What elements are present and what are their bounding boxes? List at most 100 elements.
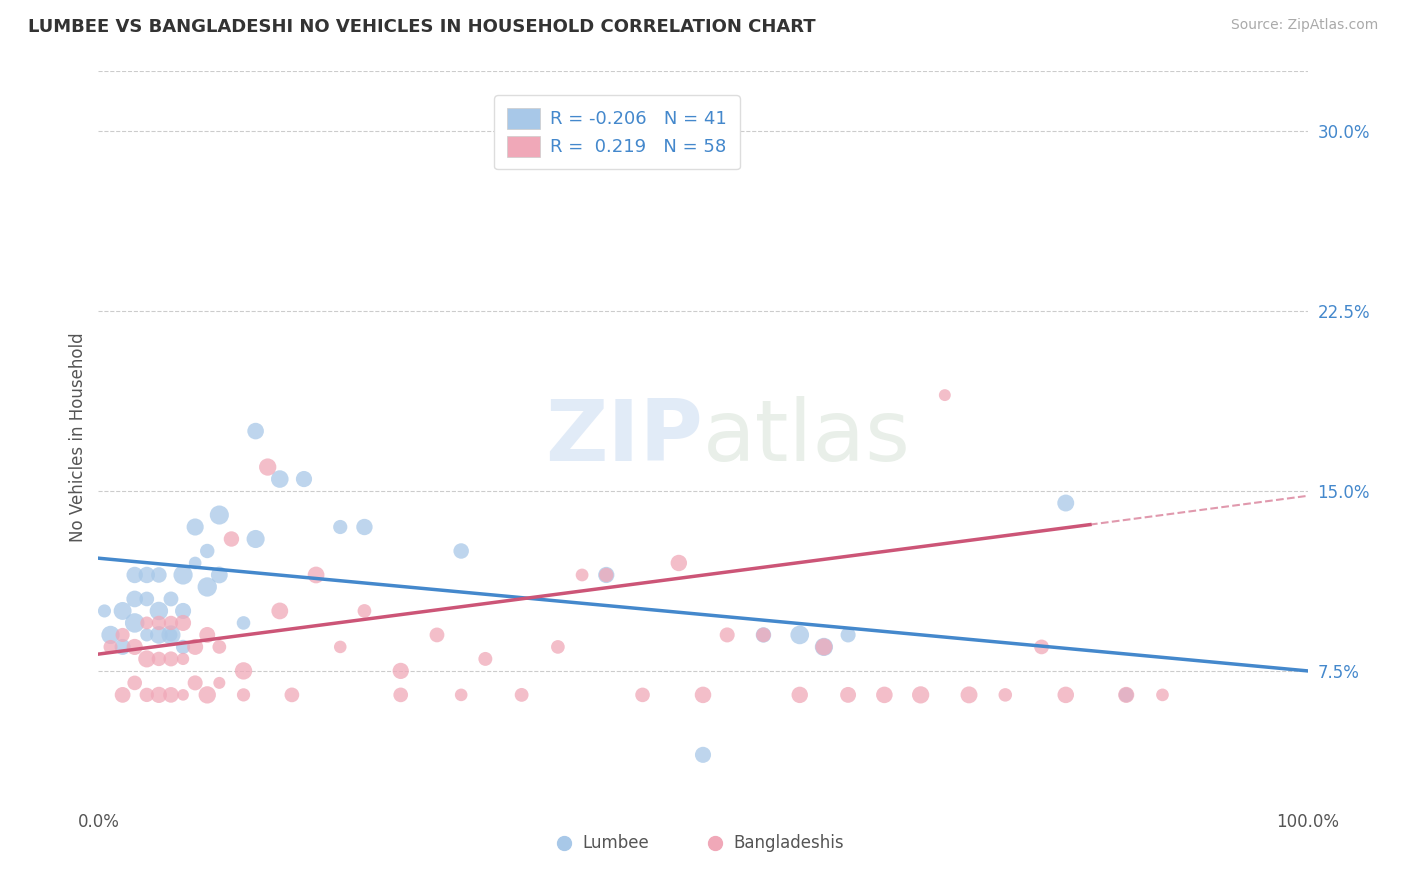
Point — [135, 568, 157, 582]
Text: atlas: atlas — [703, 395, 911, 479]
Point — [124, 591, 146, 606]
Point — [450, 688, 472, 702]
Point — [353, 604, 375, 618]
Point — [208, 508, 231, 522]
Point — [195, 688, 218, 702]
Point — [547, 640, 569, 654]
Point — [172, 604, 194, 618]
Point — [232, 664, 254, 678]
Y-axis label: No Vehicles in Household: No Vehicles in Household — [69, 332, 87, 542]
Point — [124, 676, 146, 690]
Point — [232, 615, 254, 630]
Point — [208, 568, 231, 582]
Point — [148, 688, 170, 702]
Point — [813, 640, 835, 654]
Point — [789, 628, 811, 642]
Point — [450, 544, 472, 558]
Point — [752, 628, 775, 642]
Point — [752, 628, 775, 642]
Point — [184, 520, 207, 534]
Point — [172, 568, 194, 582]
Point — [910, 688, 932, 702]
Point — [124, 615, 146, 630]
Point — [124, 640, 146, 654]
Point — [232, 688, 254, 702]
Point — [124, 568, 146, 582]
Point — [111, 628, 134, 642]
Point — [789, 688, 811, 702]
Point — [837, 628, 859, 642]
Point — [595, 568, 617, 582]
Point — [184, 640, 207, 654]
Point — [692, 747, 714, 762]
Point — [426, 628, 449, 642]
Text: Source: ZipAtlas.com: Source: ZipAtlas.com — [1230, 18, 1378, 32]
Point — [100, 640, 122, 654]
Point — [389, 664, 412, 678]
Point — [135, 615, 157, 630]
Text: Bangladeshis: Bangladeshis — [734, 834, 844, 852]
Point — [994, 688, 1017, 702]
Point — [172, 640, 194, 654]
Point — [100, 628, 122, 642]
Point — [281, 688, 304, 702]
Text: Lumbee: Lumbee — [582, 834, 648, 852]
Point — [111, 688, 134, 702]
Point — [160, 628, 183, 642]
Point — [692, 688, 714, 702]
Point — [292, 472, 315, 486]
Point — [93, 604, 115, 618]
Point — [329, 520, 352, 534]
Point — [135, 628, 157, 642]
Point — [329, 640, 352, 654]
Point — [148, 604, 170, 618]
Point — [245, 424, 267, 438]
Point — [1152, 688, 1174, 702]
Point — [195, 544, 218, 558]
Point — [269, 604, 291, 618]
Point — [1054, 496, 1077, 510]
Point — [160, 628, 183, 642]
Point — [111, 604, 134, 618]
Point — [245, 532, 267, 546]
Point — [172, 688, 194, 702]
Point — [195, 580, 218, 594]
Point — [668, 556, 690, 570]
Point — [1115, 688, 1137, 702]
Point — [208, 640, 231, 654]
Point — [837, 688, 859, 702]
Point — [111, 640, 134, 654]
Point — [813, 640, 835, 654]
Point — [389, 688, 412, 702]
Point — [208, 676, 231, 690]
Point — [957, 688, 980, 702]
Point — [221, 532, 243, 546]
Point — [353, 520, 375, 534]
Point — [148, 615, 170, 630]
Point — [631, 688, 654, 702]
Point — [256, 460, 278, 475]
Point — [1031, 640, 1053, 654]
Point — [172, 615, 194, 630]
Point — [184, 556, 207, 570]
Point — [160, 615, 183, 630]
Point — [1054, 688, 1077, 702]
Point — [160, 591, 183, 606]
Point — [269, 472, 291, 486]
Point — [148, 652, 170, 666]
Point — [160, 652, 183, 666]
Point — [160, 688, 183, 702]
Point — [873, 688, 896, 702]
Point — [184, 676, 207, 690]
Legend: R = -0.206   N = 41, R =  0.219   N = 58: R = -0.206 N = 41, R = 0.219 N = 58 — [495, 95, 740, 169]
Point — [1115, 688, 1137, 702]
Text: ZIP: ZIP — [546, 395, 703, 479]
Point — [510, 688, 533, 702]
Point — [135, 652, 157, 666]
Point — [934, 388, 956, 402]
Point — [474, 652, 496, 666]
Point — [571, 568, 593, 582]
Point — [148, 568, 170, 582]
Point — [716, 628, 738, 642]
Text: LUMBEE VS BANGLADESHI NO VEHICLES IN HOUSEHOLD CORRELATION CHART: LUMBEE VS BANGLADESHI NO VEHICLES IN HOU… — [28, 18, 815, 36]
